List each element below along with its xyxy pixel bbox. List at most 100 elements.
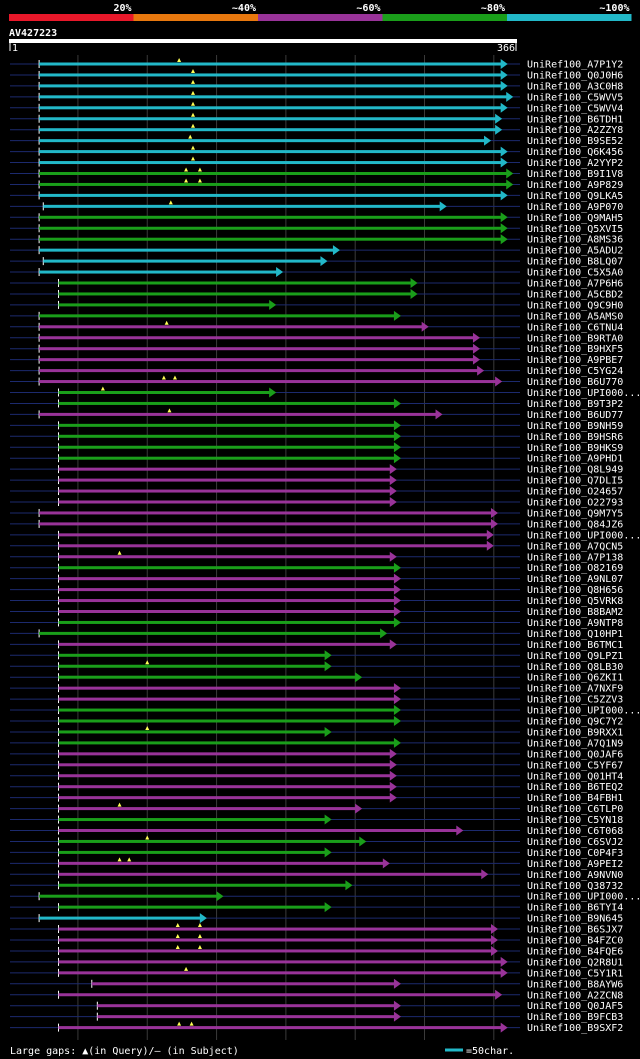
hit-label[interactable]: UniRef100_C6T068 <box>527 826 623 837</box>
hit-label[interactable]: UniRef100_O82169 <box>527 563 623 574</box>
hit-arrow <box>472 343 480 354</box>
hit-label[interactable]: UniRef100_Q10HP1 <box>527 629 623 640</box>
hit-label[interactable]: UniRef100_B4FBH1 <box>527 793 623 804</box>
hit-label[interactable]: UniRef100_B8AYW6 <box>527 979 623 990</box>
hit-label[interactable]: UniRef100_A9NL07 <box>527 574 623 585</box>
hit-arrow <box>355 803 363 814</box>
hit-label[interactable]: UniRef100_B4FZC0 <box>527 936 623 947</box>
hit-label[interactable]: UniRef100_A9P070 <box>527 202 623 213</box>
hit-label[interactable]: UniRef100_A3C0H8 <box>527 81 623 92</box>
hit-label[interactable]: UniRef100_B9HSR6 <box>527 432 623 443</box>
hit-label[interactable]: UniRef100_A8MS36 <box>527 235 623 246</box>
query-gap-marker <box>168 200 173 205</box>
hit-label[interactable]: UniRef100_B9I1V8 <box>527 169 623 180</box>
hit-label[interactable]: UniRef100_Q8H656 <box>527 585 623 596</box>
hit-label[interactable]: UniRef100_A5ADU2 <box>527 246 623 257</box>
hit-label[interactable]: UniRef100_B9NH59 <box>527 421 623 432</box>
hit-label[interactable]: UniRef100_B6TMC1 <box>527 640 623 651</box>
hit-label[interactable]: UniRef100_A7P1Y2 <box>527 60 623 71</box>
hit-label[interactable]: UniRef100_Q0JAF5 <box>527 1001 623 1012</box>
hit-label[interactable]: UniRef100_Q9LPZ1 <box>527 651 623 662</box>
hit-label[interactable]: UniRef100_A7P138 <box>527 552 623 563</box>
hit-label[interactable]: UniRef100_Q38732 <box>527 881 623 892</box>
hit-label[interactable]: UniRef100_A5CBD2 <box>527 289 623 300</box>
hit-bar <box>39 95 508 99</box>
hit-label[interactable]: UniRef100_C6TLP0 <box>527 804 623 815</box>
hit-label[interactable]: UniRef100_B9FCB3 <box>527 1012 623 1023</box>
hit-label[interactable]: UniRef100_Q9C7Y2 <box>527 717 623 728</box>
hit-bar <box>58 883 347 887</box>
hit-label[interactable]: UniRef100_A9PBE7 <box>527 355 623 366</box>
hit-label[interactable]: UniRef100_B6TYI4 <box>527 903 623 914</box>
hit-label[interactable]: UniRef100_A9PHD1 <box>527 454 623 465</box>
hit-label[interactable]: UniRef100_Q0JAF6 <box>527 749 623 760</box>
hit-label[interactable]: UniRef100_Q8L949 <box>527 465 623 476</box>
hit-label[interactable]: UniRef100_A9NTP8 <box>527 618 623 629</box>
hit-label[interactable]: UniRef100_A9PEI2 <box>527 859 623 870</box>
hit-label[interactable]: UniRef100_C5WVV5 <box>527 92 623 103</box>
hit-label[interactable]: UniRef100_Q7DLI5 <box>527 476 623 487</box>
hit-label[interactable]: UniRef100_B9N645 <box>527 914 623 925</box>
hit-label[interactable]: UniRef100_A5AMS0 <box>527 311 623 322</box>
hit-label[interactable]: UniRef100_B6SJX7 <box>527 925 623 936</box>
hit-label[interactable]: UniRef100_Q0J0H6 <box>527 70 623 81</box>
hit-label[interactable]: UniRef100_C5YF67 <box>527 760 623 771</box>
hit-label[interactable]: UniRef100_B9HXF5 <box>527 344 623 355</box>
hit-label[interactable]: UniRef100_C6TNU4 <box>527 322 623 333</box>
hit-label[interactable]: UniRef100_B8BAM2 <box>527 607 623 618</box>
hit-label[interactable]: UniRef100_C0P4F3 <box>527 848 623 859</box>
hit-label[interactable]: UniRef100_B9SXF2 <box>527 1023 623 1034</box>
hit-label[interactable]: UniRef100_Q9C9H0 <box>527 300 623 311</box>
query-gap-marker <box>189 1021 194 1026</box>
hit-label[interactable]: UniRef100_Q9MAH5 <box>527 213 623 224</box>
hit-label[interactable]: UniRef100_Q9M7Y5 <box>527 508 623 519</box>
hit-label[interactable]: UniRef100_UPI000... <box>527 530 640 541</box>
hit-bar <box>58 839 361 843</box>
hit-label[interactable]: UniRef100_Q9LKA5 <box>527 191 623 202</box>
hit-label[interactable]: UniRef100_A7P6H6 <box>527 279 623 290</box>
hit-label[interactable]: UniRef100_Q84JZ6 <box>527 519 623 530</box>
hit-arrow <box>500 102 508 113</box>
hit-label[interactable]: UniRef100_C5X5A0 <box>527 268 623 279</box>
hit-label[interactable]: UniRef100_C5YG24 <box>527 366 623 377</box>
hit-arrow <box>389 781 397 792</box>
hit-label[interactable]: UniRef100_B8LQ07 <box>527 257 623 268</box>
hit-label[interactable]: UniRef100_A7Q1N9 <box>527 738 623 749</box>
hit-label[interactable]: UniRef100_Q01HT4 <box>527 771 623 782</box>
hit-label[interactable]: UniRef100_C5ZZV3 <box>527 695 623 706</box>
hit-label[interactable]: UniRef100_A9NVN0 <box>527 870 623 881</box>
hit-arrow <box>393 716 401 726</box>
hit-label[interactable]: UniRef100_UPI000... <box>527 706 640 717</box>
hit-label[interactable]: UniRef100_A9P829 <box>527 180 623 191</box>
hit-label[interactable]: UniRef100_B6TDH1 <box>527 114 623 125</box>
hit-label[interactable]: UniRef100_O22793 <box>527 498 623 509</box>
hit-label[interactable]: UniRef100_A7QCN5 <box>527 541 623 552</box>
hit-label[interactable]: UniRef100_B6TEQ2 <box>527 782 623 793</box>
hit-label[interactable]: UniRef100_B9RTA0 <box>527 333 623 344</box>
hit-label[interactable]: UniRef100_UPI000... <box>527 892 640 903</box>
hit-label[interactable]: UniRef100_C5Y1R1 <box>527 968 623 979</box>
hit-arrow <box>393 398 401 409</box>
hit-label[interactable]: UniRef100_B9T3P2 <box>527 399 623 410</box>
hit-label[interactable]: UniRef100_C5WVV4 <box>527 103 623 114</box>
hit-label[interactable]: UniRef100_A2YYP2 <box>527 158 623 169</box>
hit-label[interactable]: UniRef100_B9SE52 <box>527 136 623 147</box>
hit-label[interactable]: UniRef100_A2ZZY8 <box>527 125 623 136</box>
hit-label[interactable]: UniRef100_C6SVJ2 <box>527 837 623 848</box>
hit-label[interactable]: UniRef100_Q5XVI5 <box>527 224 623 235</box>
hit-label[interactable]: UniRef100_Q6ZKI1 <box>527 673 623 684</box>
hit-label[interactable]: UniRef100_Q2R8U1 <box>527 957 623 968</box>
hit-label[interactable]: UniRef100_B6UD77 <box>527 410 623 421</box>
hit-label[interactable]: UniRef100_O24657 <box>527 487 623 498</box>
hit-label[interactable]: UniRef100_B9RXX1 <box>527 727 623 738</box>
hit-label[interactable]: UniRef100_C5YN18 <box>527 815 623 826</box>
hit-label[interactable]: UniRef100_Q8LB30 <box>527 662 623 673</box>
hit-label[interactable]: UniRef100_A7NXF9 <box>527 684 623 695</box>
hit-label[interactable]: UniRef100_UPI000... <box>527 388 640 399</box>
hit-label[interactable]: UniRef100_Q5VRK8 <box>527 596 623 607</box>
hit-label[interactable]: UniRef100_A2ZCN8 <box>527 990 623 1001</box>
hit-label[interactable]: UniRef100_Q6K456 <box>527 147 623 158</box>
hit-label[interactable]: UniRef100_B6U770 <box>527 377 623 388</box>
hit-label[interactable]: UniRef100_B9HKS9 <box>527 443 623 454</box>
hit-label[interactable]: UniRef100_B4FQE6 <box>527 946 623 957</box>
